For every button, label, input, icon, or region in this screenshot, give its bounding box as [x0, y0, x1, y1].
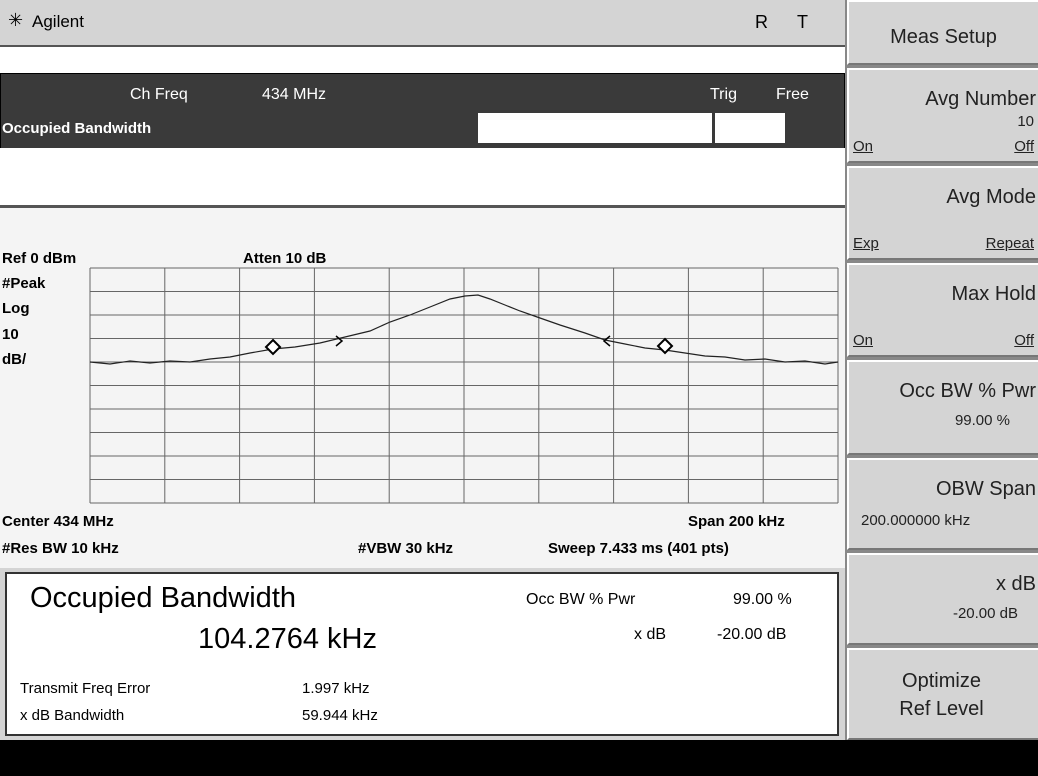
- softkey-option[interactable]: Off: [1014, 332, 1034, 349]
- softkey[interactable]: Occ BW % Pwr 99.00 %: [847, 360, 1038, 455]
- softkey[interactable]: Avg Mode Exp Repeat: [847, 166, 1038, 260]
- row-label: Transmit Freq Error: [20, 680, 151, 697]
- ch-freq-value: 434 MHz: [262, 86, 327, 103]
- marker-right: [656, 337, 674, 355]
- scale-type: Log: [2, 300, 30, 317]
- softkey[interactable]: Avg Number 10 On Off: [847, 68, 1038, 163]
- results-value: 104.2764 kHz: [198, 623, 377, 655]
- span: Span 200 kHz: [688, 513, 785, 530]
- softkey-label: OBW Span: [935, 478, 1036, 500]
- occ-bw-value: 99.00 %: [733, 591, 792, 608]
- ref-level: Ref 0 dBm: [2, 250, 77, 267]
- softkey[interactable]: Meas Setup: [847, 0, 1038, 65]
- occ-bw-label: Occ BW % Pwr: [526, 591, 636, 608]
- results-title: Occupied Bandwidth: [30, 582, 296, 614]
- xdb-value: -20.00 dB: [717, 626, 787, 643]
- blank-line: [0, 148, 845, 208]
- softkey[interactable]: Max Hold On Off: [847, 263, 1038, 357]
- softkey[interactable]: Optimize Ref Level: [847, 648, 1038, 740]
- status-r: R: [755, 12, 768, 32]
- softkey-label: Max Hold: [951, 283, 1036, 305]
- trig-value: Free: [776, 86, 809, 103]
- vbw: #VBW 30 kHz: [358, 540, 454, 557]
- brand: Agilent: [32, 12, 84, 31]
- brand-logo: ✳: [8, 10, 24, 30]
- bw-arrow-left: [335, 335, 344, 347]
- title-bar: [0, 0, 845, 47]
- bw-arrow-right: [602, 335, 611, 347]
- trace: [89, 294, 839, 365]
- res-bw: #Res BW 10 kHz: [2, 540, 119, 557]
- bottom-bar: [0, 740, 1038, 776]
- status-t: T: [797, 12, 808, 32]
- entry-box: [478, 113, 712, 143]
- grid: [89, 267, 839, 504]
- softkey-label: Occ BW % Pwr: [899, 380, 1036, 402]
- xdb-label: x dB: [634, 626, 667, 643]
- softkey-label: Ref Level: [899, 698, 984, 720]
- results-box: [5, 572, 839, 736]
- softkey-label: Avg Number: [925, 88, 1036, 110]
- softkey-label: Avg Mode: [946, 186, 1036, 208]
- graticule: [89, 267, 839, 504]
- message-line: [0, 47, 845, 73]
- softkey-option[interactable]: Repeat: [985, 235, 1034, 252]
- entry-box-small: [715, 113, 785, 143]
- row-label: x dB Bandwidth: [20, 707, 125, 724]
- trig-label: Trig: [710, 86, 737, 103]
- softkey[interactable]: OBW Span 200.000000 kHz: [847, 458, 1038, 550]
- softkey-option[interactable]: Exp: [853, 235, 879, 252]
- center-freq: Center 434 MHz: [2, 513, 114, 530]
- softkey-label: Meas Setup: [890, 26, 997, 48]
- softkey-value: -20.00 dB: [952, 605, 1018, 622]
- row-value: 1.997 kHz: [302, 680, 370, 697]
- softkey-label: Optimize: [902, 670, 981, 692]
- scale-value: 10: [2, 326, 19, 343]
- softkey-option[interactable]: On: [853, 332, 874, 349]
- softkey-value: 200.000000 kHz: [861, 512, 971, 529]
- softkey[interactable]: x dB -20.00 dB: [847, 553, 1038, 645]
- softkey-option[interactable]: On: [853, 138, 874, 155]
- row-value: 59.944 kHz: [302, 707, 378, 724]
- marker-left: [264, 338, 282, 356]
- softkey-option[interactable]: Off: [1014, 138, 1034, 155]
- scale-detector: #Peak: [2, 275, 46, 292]
- meas-title: Occupied Bandwidth: [2, 120, 152, 137]
- softkey-value: 10: [1017, 113, 1034, 130]
- attenuation: Atten 10 dB: [243, 250, 327, 267]
- scale-unit: dB/: [2, 351, 27, 368]
- softkey-label: x dB: [995, 573, 1036, 595]
- ch-freq-label: Ch Freq: [130, 86, 188, 103]
- sweep: Sweep 7.433 ms (401 pts): [548, 540, 729, 557]
- softkey-value: 99.00 %: [954, 412, 1010, 429]
